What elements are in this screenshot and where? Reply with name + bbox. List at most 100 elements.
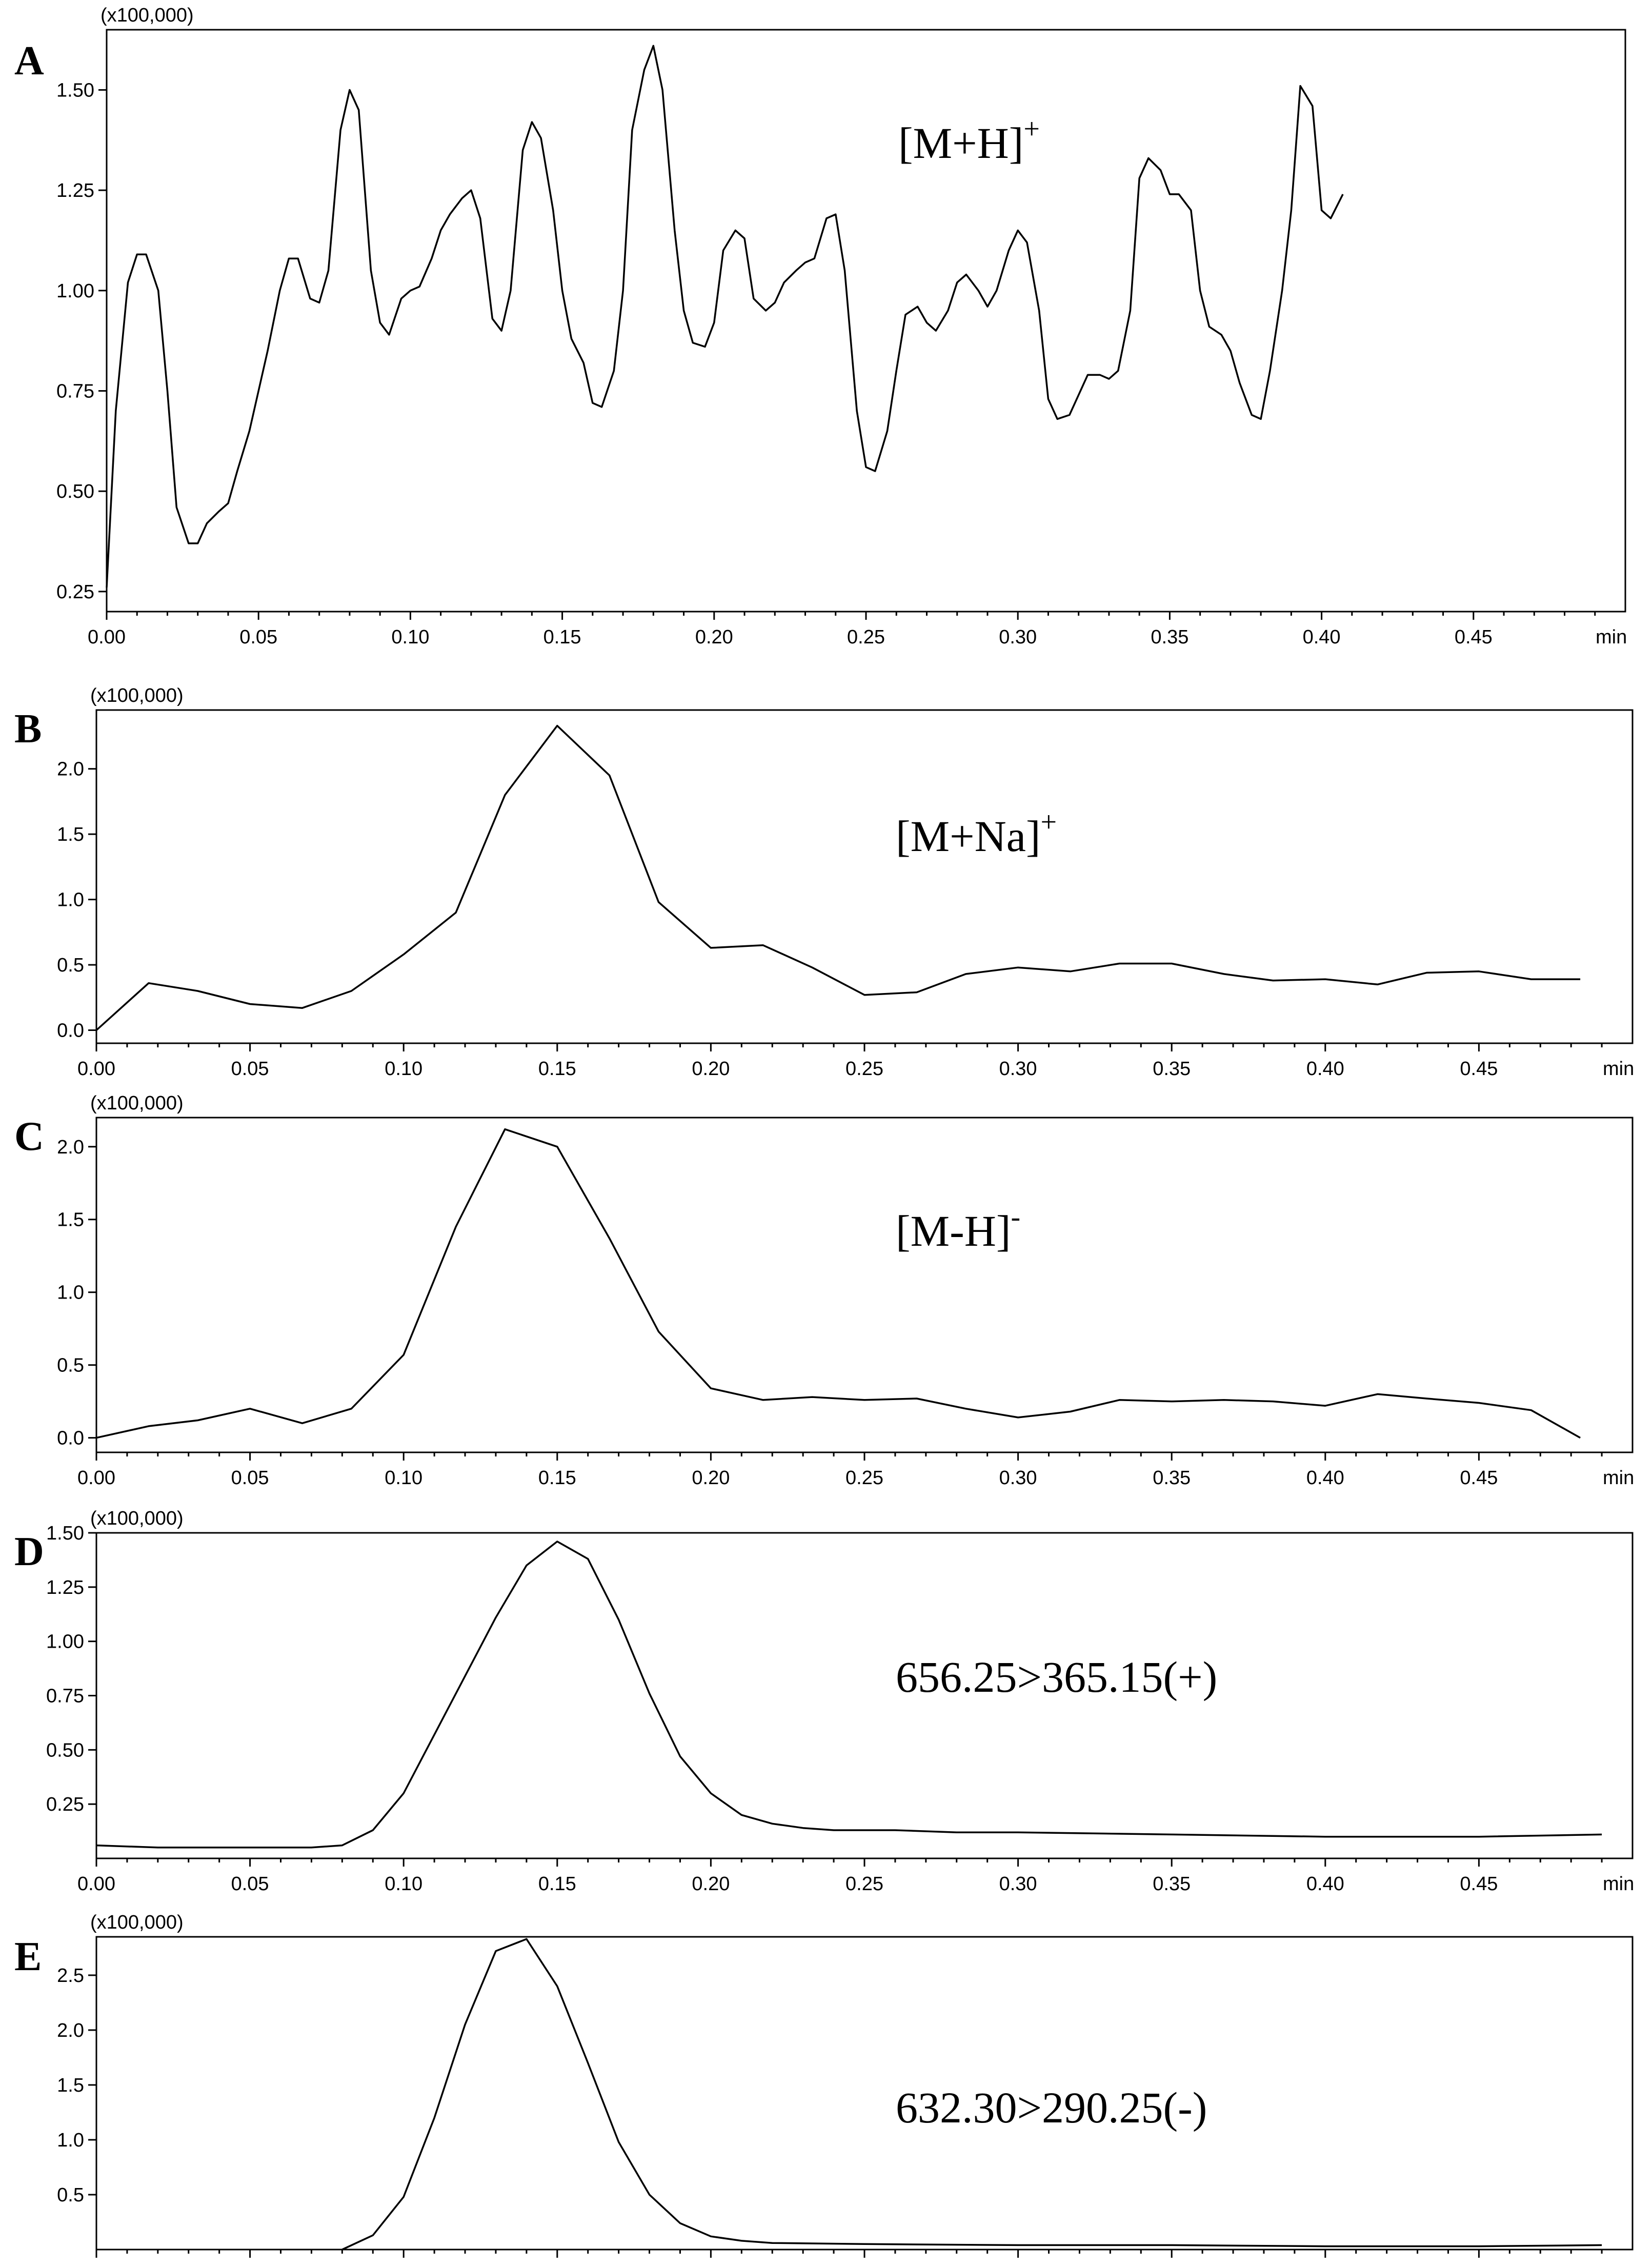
scale-label: (x100,000) <box>90 1508 184 1529</box>
scale-label: (x100,000) <box>90 685 184 706</box>
x-tick-label: 0.25 <box>845 1467 883 1489</box>
y-tick-label: 1.0 <box>57 1282 84 1304</box>
plot-frame <box>106 29 1626 613</box>
x-tick-label: 0.10 <box>385 1873 422 1895</box>
y-tick-label: 1.25 <box>56 180 94 201</box>
x-tick-label: 0.40 <box>1306 1873 1344 1895</box>
y-tick-label: 1.5 <box>57 1209 84 1231</box>
annotation-text: [M-H] <box>896 1206 1011 1256</box>
x-tick-label: 0.20 <box>692 1873 730 1895</box>
annotation-text: 632.30>290.25(-) <box>896 2083 1207 2132</box>
x-tick-label: 0.35 <box>1153 1873 1191 1895</box>
x-axis-unit: min <box>1596 626 1627 648</box>
x-tick-label: 0.15 <box>538 1467 576 1489</box>
x-tick-label: 0.45 <box>1460 1467 1498 1489</box>
panel-b: B (x100,000) 0.00 0.05 0.10 0.15 0.20 0.25 0.30 0… <box>14 685 1634 1080</box>
panel-d: D (x100,000) 0.00 0.05 0.10 0.15 0.20 0.25 0.30 0… <box>14 1508 1634 1895</box>
x-tick-label: 0.35 <box>1153 1058 1191 1080</box>
plot-frame <box>95 1532 1634 1859</box>
x-tick-label: 0.45 <box>1460 1873 1498 1895</box>
y-tick-label: 1.5 <box>57 2075 84 2096</box>
x-tick-label: 0.25 <box>845 1873 883 1895</box>
panel-letter: A <box>14 38 44 84</box>
x-axis-unit: min <box>1603 1467 1634 1489</box>
x-tick-label: 0.25 <box>847 626 885 648</box>
data-trace-c <box>96 1128 1581 1439</box>
ion-annotation: [M+H]+ <box>898 113 1040 168</box>
x-tick-label: 0.00 <box>77 1467 115 1489</box>
plot-frame <box>95 709 1634 1044</box>
x-tick-label: 0.20 <box>692 1058 730 1080</box>
panel-letter: C <box>14 1114 44 1159</box>
x-tick-label: 0.05 <box>231 1467 269 1489</box>
y-tick-label: 2.0 <box>57 1137 84 1158</box>
x-tick-label: 0.15 <box>538 1873 576 1895</box>
x-tick-label: 0.15 <box>538 1058 576 1080</box>
y-tick-label: 0.50 <box>46 1739 84 1761</box>
scale-label: (x100,000) <box>90 1912 184 1933</box>
x-tick-label: 0.45 <box>1460 1058 1498 1080</box>
y-tick-label: 2.5 <box>57 1965 84 1987</box>
y-tick-label: 0.0 <box>57 1020 84 1042</box>
annotation-charge: + <box>1023 113 1040 145</box>
x-tick-label: 0.00 <box>88 626 126 648</box>
x-tick-label: 0.05 <box>231 1873 269 1895</box>
y-tick-label: 1.00 <box>46 1631 84 1653</box>
x-tick-label: 0.00 <box>77 1058 115 1080</box>
y-tick-label: 1.50 <box>56 79 94 101</box>
x-tick-label: 0.25 <box>845 1058 883 1080</box>
y-tick-label: 1.50 <box>46 1523 84 1544</box>
x-axis-unit: min <box>1603 1058 1634 1080</box>
y-tick-label: 1.25 <box>46 1577 84 1598</box>
y-tick-label: 0.5 <box>57 1355 84 1376</box>
x-tick-label: 0.40 <box>1306 1058 1344 1080</box>
plot-frame <box>95 1936 1634 2251</box>
annotation-text: [M+Na] <box>896 812 1041 861</box>
x-tick-label: 0.40 <box>1303 626 1341 648</box>
y-tick-label: 0.0 <box>57 1428 84 1449</box>
ion-annotation: [M+Na]+ <box>896 806 1057 861</box>
y-tick-label: 0.25 <box>56 581 94 603</box>
x-tick-label: 0.30 <box>999 1058 1037 1080</box>
x-tick-label: 0.40 <box>1306 1467 1344 1489</box>
data-trace-a <box>106 45 1344 588</box>
x-tick-label: 0.00 <box>77 1873 115 1895</box>
x-tick-label: 0.05 <box>231 1058 269 1080</box>
x-axis-unit: min <box>1603 1873 1634 1895</box>
x-tick-label: 0.35 <box>1153 1467 1191 1489</box>
annotation-text: [M+H] <box>898 118 1023 168</box>
ion-annotation: [M-H]- <box>896 1201 1020 1256</box>
panel-c: C (x100,000) 0.00 0.05 0.10 0.15 0.20 0.25 0.30 0… <box>14 1092 1634 1489</box>
panel-a: A (x100,000) 0.00 0.05 0.10 0.15 0.20 0.25 0.30 0… <box>14 5 1627 648</box>
y-tick-label: 0.5 <box>57 2184 84 2206</box>
y-tick-label: 1.0 <box>57 2130 84 2151</box>
annotation-charge: + <box>1041 806 1057 838</box>
y-tick-label: 0.75 <box>56 380 94 402</box>
y-tick-label: 0.50 <box>56 481 94 502</box>
panel-letter: B <box>14 706 42 752</box>
panel-e: E(x100,000)0.000.050.100.150.200.250.300… <box>14 1912 1634 2268</box>
y-tick-label: 2.0 <box>57 2020 84 2041</box>
x-tick-label: 0.35 <box>1151 626 1188 648</box>
y-tick-label: 1.00 <box>56 280 94 302</box>
y-tick-label: 1.0 <box>57 889 84 911</box>
scale-label: (x100,000) <box>90 1092 184 1114</box>
annotation-text: 656.25>365.15(+) <box>896 1652 1217 1702</box>
y-tick-label: 0.5 <box>57 955 84 976</box>
data-trace-e <box>341 1938 1602 2251</box>
x-tick-label: 0.30 <box>999 1873 1037 1895</box>
ion-annotation: 656.25>365.15(+) <box>896 1652 1217 1702</box>
x-tick-label: 0.10 <box>385 1467 422 1489</box>
x-tick-label: 0.30 <box>999 626 1037 648</box>
x-tick-label: 0.05 <box>239 626 277 648</box>
x-tick-label: 0.10 <box>385 1058 422 1080</box>
annotation-charge: - <box>1011 1201 1021 1233</box>
data-trace-d <box>96 1541 1602 1849</box>
y-tick-label: 0.25 <box>46 1794 84 1815</box>
x-tick-label: 0.20 <box>692 1467 730 1489</box>
x-tick-label: 0.20 <box>695 626 733 648</box>
x-tick-label: 0.10 <box>391 626 429 648</box>
x-tick-label: 0.15 <box>543 626 581 648</box>
